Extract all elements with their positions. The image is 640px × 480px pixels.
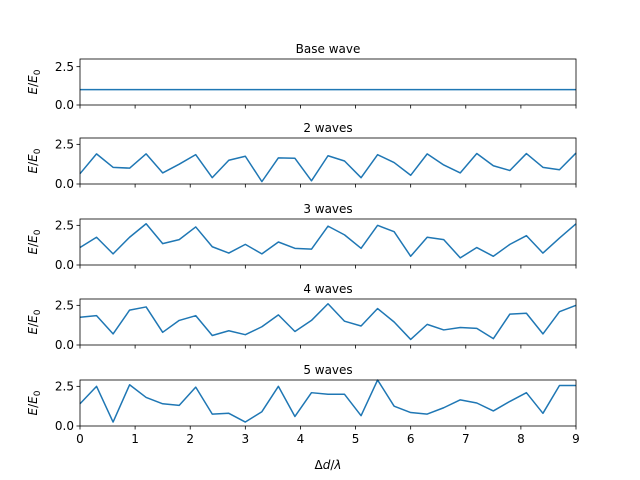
y-tick-label: 0.0 [55,338,74,352]
y-tick-label: 0.0 [55,258,74,272]
axes-frame [79,58,577,106]
axes-frame [79,298,577,346]
x-tick-label: 8 [517,432,525,446]
axes-frame [79,218,577,266]
series-line [79,223,577,259]
x-tick-label: 2 [186,432,194,446]
y-axis-label: E/E0 [26,309,43,334]
x-label-part: / [330,458,335,472]
x-axis-label: Δd/λ [315,458,342,472]
y-label-denominator: E [26,396,40,404]
series-line [79,303,577,341]
series-line [79,152,577,183]
y-label-subscript: 0 [33,148,43,154]
y-label-slash: / [26,322,40,327]
subplot-title: 3 waves [303,202,352,216]
y-axis-label: E/E0 [26,390,43,415]
x-tick-label: 0 [76,432,84,446]
y-tick-label: 0.0 [55,98,74,112]
y-label-numerator: E [26,86,40,94]
y-label-slash: / [26,403,40,408]
axes-frame [79,137,577,185]
x-tick-label: 1 [131,432,139,446]
y-tick-label: 0.0 [55,419,74,433]
y-label-numerator: E [26,165,40,173]
x-label-part: d [323,458,331,472]
y-tick-label: 2.5 [55,380,74,394]
subplot-title: Base wave [296,42,361,56]
y-tick-label: 2.5 [55,219,74,233]
y-label-numerator: E [26,326,40,334]
y-label-slash: / [26,161,40,166]
y-label-slash: / [26,82,40,87]
x-tick-label: 3 [242,432,250,446]
y-label-numerator: E [26,407,40,415]
y-tick-label: 0.0 [55,177,74,191]
y-label-subscript: 0 [33,69,43,75]
y-axis-label: E/E0 [26,148,43,173]
subplot-title: 2 waves [303,121,352,135]
y-label-denominator: E [26,75,40,83]
y-axis-label: E/E0 [26,229,43,254]
y-label-subscript: 0 [33,229,43,235]
series-line [79,379,576,423]
axes-frame [79,379,577,427]
x-tick-label: 7 [462,432,470,446]
y-label-denominator: E [26,154,40,162]
x-tick-label: 4 [297,432,305,446]
subplot-title: 5 waves [303,363,352,377]
y-label-denominator: E [26,235,40,243]
y-label-subscript: 0 [33,390,43,396]
y-axis-label: E/E0 [26,69,43,94]
y-label-subscript: 0 [33,309,43,315]
y-label-numerator: E [26,246,40,254]
y-label-slash: / [26,242,40,247]
x-tick-label: 5 [352,432,360,446]
x-tick-label: 9 [572,432,580,446]
y-tick-label: 2.5 [55,138,74,152]
x-label-part: Δ [315,458,324,472]
y-label-denominator: E [26,315,40,323]
x-tick-label: 6 [407,432,415,446]
x-label-part: λ [333,458,341,472]
y-tick-label: 2.5 [55,299,74,313]
y-tick-label: 2.5 [55,60,74,74]
subplot-title: 4 waves [303,282,352,296]
